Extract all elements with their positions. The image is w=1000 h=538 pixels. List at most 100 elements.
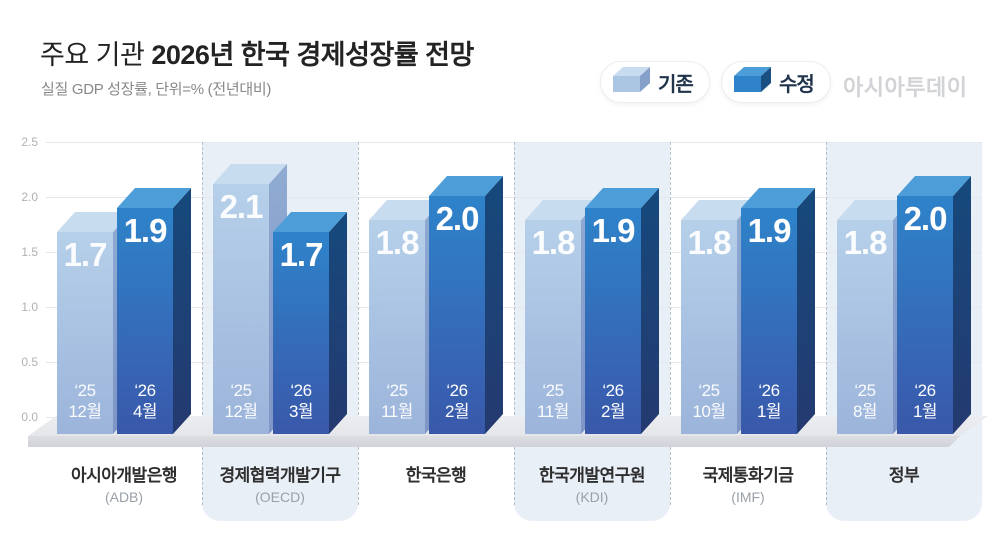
bar-revised: 1.9 ‘26 4월: [117, 188, 191, 434]
bar-revised-top-face: [429, 176, 503, 196]
bar-date-label: ‘26 3월: [288, 381, 314, 421]
y-axis-tick-label: 0.5: [21, 355, 38, 369]
bar-date-label: ‘25 12월: [224, 381, 258, 421]
bar-existing-top-face: [837, 200, 911, 220]
cube-icon-existing: [613, 66, 651, 98]
group-separator: [826, 142, 827, 505]
bar-revised-front-face: [273, 232, 329, 434]
bar-revised-top-face: [273, 212, 347, 232]
bar-date-label: ‘26 1월: [756, 381, 782, 421]
bar-revised-front-face: [585, 208, 641, 434]
bar-revised-front-face: [897, 196, 953, 434]
title-main: 2026년 한국 경제성장률 전망: [151, 40, 474, 70]
page-subtitle: 실질 GDP 성장률, 단위=% (전년대비): [41, 81, 272, 98]
legend-label-existing: 기존: [658, 73, 694, 96]
floor-platform-front: [28, 436, 960, 447]
bar-existing-top-face: [525, 200, 599, 220]
institution-name: 경제협력개발기구: [219, 466, 341, 485]
title-prefix: 주요 기관: [40, 40, 152, 70]
bar-revised-side-face: [797, 188, 815, 434]
institution-name: 국제통화기금: [702, 466, 794, 485]
bar-date-label: ‘25 11월: [381, 381, 413, 421]
bar-value-label: 1.9: [123, 212, 168, 249]
bar-revised-side-face: [173, 188, 191, 434]
bar-existing-top-face: [57, 212, 131, 232]
bar-existing-top-face: [213, 164, 287, 184]
bar-revised: 2.0 ‘26 2월: [429, 176, 503, 434]
legend-item-revised[interactable]: 수정: [721, 61, 831, 103]
bar-date-label: ‘26 1월: [912, 381, 938, 421]
bar-revised-side-face: [329, 212, 347, 434]
institution-abbr: (ADB): [104, 489, 144, 505]
y-axis-tick-label: 2.0: [21, 190, 38, 204]
bar-value-label: 1.9: [591, 212, 636, 249]
bar-existing-front-face: [369, 220, 425, 434]
institution-label-group: 한국은행: [358, 461, 514, 486]
bar-existing-front-face: [837, 220, 893, 434]
bar-value-label: 2.0: [903, 200, 948, 237]
bar-revised-top-face: [585, 188, 659, 208]
bar-revised: 2.0 ‘26 1월: [897, 176, 971, 434]
bar-date-label: ‘25 8월: [852, 381, 878, 421]
y-axis-tick-label: 1.5: [21, 245, 38, 259]
institution-name: 한국은행: [405, 466, 467, 485]
bar-existing-front-face: [213, 184, 269, 434]
bar-date-label: ‘26 2월: [600, 381, 626, 421]
bar-date-label: ‘26 2월: [444, 381, 470, 421]
bar-revised-top-face: [117, 188, 191, 208]
bar-value-label: 1.7: [63, 236, 108, 273]
page-title: 주요 기관 2026년 한국 경제성장률 전망: [40, 33, 474, 72]
brand-logo: 아시아투데이: [843, 75, 968, 100]
bar-revised-front-face: [429, 196, 485, 434]
bar-revised: 1.7 ‘26 3월: [273, 212, 347, 434]
institution-abbr: (KDI): [575, 489, 609, 505]
y-axis-tick-label: 1.0: [21, 300, 38, 314]
institution-label-group: 한국개발연구원 (KDI): [514, 461, 670, 505]
bar-existing: 1.8 ‘25 10월: [681, 200, 755, 434]
institution-name: 정부: [888, 466, 920, 485]
y-axis-tick-label: 0.0: [21, 410, 38, 424]
bar-revised: 1.9 ‘26 2월: [585, 188, 659, 434]
bar-existing-front-face: [681, 220, 737, 434]
institution-label-group: 정부: [826, 461, 982, 486]
legend-label-revised: 수정: [779, 73, 815, 96]
cube-icon-revised: [734, 66, 772, 98]
bar-revised-top-face: [897, 176, 971, 196]
institution-label-group: 국제통화기금 (IMF): [670, 461, 826, 505]
group-separator: [514, 142, 515, 505]
bar-value-label: 1.8: [843, 224, 888, 261]
bar-revised-side-face: [953, 176, 971, 434]
group-separator: [202, 142, 203, 505]
legend-item-existing[interactable]: 기존: [600, 61, 710, 103]
bar-value-label: 2.0: [435, 200, 480, 237]
bar-value-label: 1.8: [375, 224, 420, 261]
institution-abbr: (IMF): [731, 489, 765, 505]
y-axis-tick-label: 2.5: [21, 135, 38, 149]
bar-value-label: 1.8: [531, 224, 576, 261]
bar-revised-side-face: [485, 176, 503, 434]
bar-value-label: 2.1: [219, 188, 264, 225]
bar-date-label: ‘25 12월: [68, 381, 102, 421]
bar-revised-front-face: [117, 208, 173, 434]
bar-value-label: 1.9: [747, 212, 792, 249]
bar-date-label: ‘26 4월: [132, 381, 158, 421]
bar-revised-front-face: [741, 208, 797, 434]
bar-revised-side-face: [641, 188, 659, 434]
institution-label-group: 아시아개발은행 (ADB): [46, 461, 202, 505]
institution-abbr: (OECD): [255, 489, 305, 505]
bar-revised-top-face: [741, 188, 815, 208]
bar-date-label: ‘25 10월: [692, 381, 726, 421]
bar-existing-front-face: [57, 232, 113, 434]
bar-value-label: 1.8: [687, 224, 732, 261]
bar-revised: 1.9 ‘26 1월: [741, 188, 815, 434]
institution-label-group: 경제협력개발기구 (OECD): [202, 461, 358, 505]
bar-date-label: ‘25 11월: [537, 381, 569, 421]
institution-name: 아시아개발은행: [71, 466, 177, 485]
institution-name: 한국개발연구원: [539, 466, 645, 485]
bar-value-label: 1.7: [279, 236, 324, 273]
group-separator: [358, 142, 359, 505]
group-separator: [670, 142, 671, 505]
bar-existing-front-face: [525, 220, 581, 434]
bar-existing-top-face: [369, 200, 443, 220]
